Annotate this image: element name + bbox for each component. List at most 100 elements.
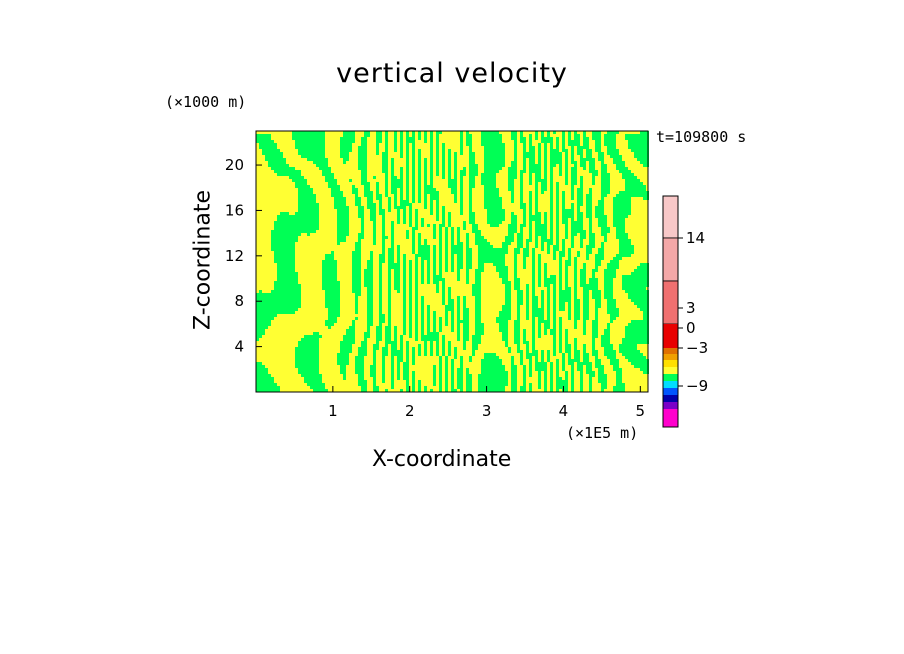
colorbar-level	[663, 409, 678, 427]
colorbar-tick-label: 14	[686, 229, 705, 247]
field-cell	[319, 374, 322, 392]
field-cell	[616, 149, 619, 170]
field-cell	[316, 332, 319, 392]
field-cell	[553, 149, 556, 167]
field-cell	[256, 293, 259, 341]
field-cell	[430, 332, 433, 356]
field-cell	[520, 131, 523, 143]
field-cell	[301, 131, 304, 158]
field-cell	[535, 296, 538, 317]
field-cell	[613, 350, 616, 371]
field-cell	[580, 146, 583, 167]
field-cell	[574, 161, 577, 185]
field-cell	[631, 134, 634, 152]
field-cell	[259, 362, 262, 392]
field-cell	[613, 131, 616, 164]
field-cell	[400, 167, 403, 209]
field-cell	[352, 185, 355, 194]
field-cell	[508, 224, 511, 245]
field-cell	[274, 281, 277, 317]
field-cell	[571, 140, 574, 164]
field-cell	[394, 176, 397, 209]
field-cell	[463, 167, 466, 176]
colorbar-tick-label: 0	[686, 319, 696, 337]
field-cell	[595, 350, 598, 368]
field-cell	[511, 356, 514, 392]
field-cell	[634, 176, 637, 197]
field-cell	[325, 389, 328, 392]
colorbar-tick-label: −3	[686, 339, 708, 357]
field-cell	[595, 254, 598, 272]
colorbar-level	[663, 381, 678, 388]
field-cell	[604, 374, 607, 389]
field-cell	[355, 356, 358, 374]
field-cell	[286, 164, 289, 176]
field-cell	[643, 356, 646, 374]
field-cell	[460, 242, 463, 269]
colorbar-level	[663, 395, 678, 402]
field-cell	[268, 374, 271, 392]
colorbar-level	[663, 388, 678, 395]
field-cell	[310, 188, 313, 233]
field-cell	[259, 134, 262, 149]
field-cell	[508, 347, 511, 353]
field-cell	[412, 131, 415, 203]
field-cell	[628, 275, 631, 299]
x-ticks: 1 2 3 4 5	[328, 386, 645, 420]
field-cell	[367, 260, 370, 338]
field-cell	[517, 278, 520, 353]
field-cell	[307, 185, 310, 236]
field-cell	[292, 215, 295, 314]
field-cell	[640, 320, 643, 344]
field-cell	[547, 278, 550, 329]
field-cell	[427, 224, 430, 227]
field-cell	[382, 209, 385, 263]
field-cell	[406, 230, 409, 239]
field-cell	[550, 329, 553, 335]
field-cell	[523, 137, 526, 173]
field-cell	[259, 290, 262, 338]
field-cell	[586, 353, 589, 374]
field-cell	[586, 194, 589, 218]
field-cell	[544, 137, 547, 191]
field-cell	[376, 386, 379, 392]
x-axis-unit: (×1E5 m)	[566, 424, 639, 442]
field-cell	[352, 251, 355, 293]
field-cell	[550, 362, 553, 392]
field-cell	[466, 131, 469, 146]
field-cell	[391, 341, 394, 389]
field-cell	[508, 167, 511, 191]
field-cell	[382, 314, 385, 323]
field-cell	[307, 131, 310, 161]
field-cell	[550, 137, 553, 245]
x-tick-label: 5	[636, 402, 646, 420]
field-cell	[604, 134, 607, 146]
field-cell	[454, 152, 457, 203]
field-cell	[514, 320, 517, 344]
field-cell	[478, 374, 481, 392]
field-cell	[382, 347, 385, 383]
field-cell	[541, 224, 544, 251]
y-ticks: 4 8 12 16 20	[225, 156, 262, 356]
field-cell	[439, 224, 442, 281]
field-cell	[292, 131, 295, 140]
field-cell	[361, 341, 364, 392]
field-cell	[382, 152, 385, 173]
field-cell	[619, 155, 622, 173]
field-cell	[538, 212, 541, 236]
field-cell	[262, 134, 265, 155]
field-cell	[412, 347, 415, 365]
field-cell	[466, 368, 469, 392]
field-cell	[544, 263, 547, 287]
field-cell	[421, 296, 424, 341]
field-cell	[607, 323, 610, 359]
field-cell	[502, 143, 505, 167]
field-cell	[268, 293, 271, 326]
field-cell	[460, 356, 463, 392]
field-cell	[634, 134, 637, 158]
field-cell	[265, 368, 268, 392]
field-cell	[535, 350, 538, 371]
field-cell	[568, 248, 571, 266]
field-cell	[454, 347, 457, 359]
field-cell	[364, 380, 367, 392]
